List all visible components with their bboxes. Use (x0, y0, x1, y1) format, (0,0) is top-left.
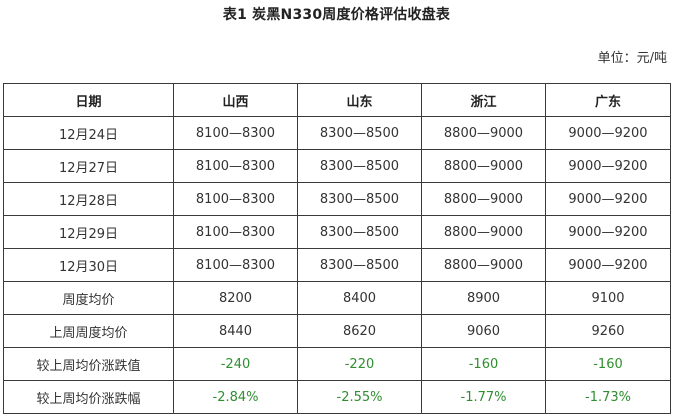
table-row: 12月30日 8100—8300 8300—8500 8800—9000 900… (3, 248, 671, 282)
price-table: 日期 山西 山东 浙江 广东 12月24日 8100—8300 8300—850… (3, 83, 671, 414)
table-cell: 8440 (173, 314, 298, 348)
row-label: 12月24日 (3, 116, 174, 150)
change-percent-cell: -2.84% (173, 380, 298, 414)
table-title: 表1 炭黑N330周度价格评估收盘表 (222, 7, 451, 23)
table-cell: 8800—9000 (421, 248, 546, 282)
table-cell: 8200 (173, 281, 298, 315)
row-label: 较上周均价涨跌值 (3, 347, 174, 381)
row-label: 12月30日 (3, 248, 174, 282)
table-cell: 8300—8500 (297, 215, 422, 249)
table-cell: 8400 (297, 281, 422, 315)
change-value-cell: -240 (173, 347, 298, 381)
table-cell: 9000—9200 (545, 215, 671, 249)
table-cell: 8800—9000 (421, 116, 546, 150)
header-date: 日期 (3, 83, 174, 117)
row-label: 12月28日 (3, 182, 174, 216)
unit-label: 单位：元/吨 (597, 51, 667, 66)
table-cell: 8800—9000 (421, 182, 546, 216)
table-cell: 8100—8300 (173, 215, 298, 249)
table-cell: 8300—8500 (297, 182, 422, 216)
table-cell: 9260 (545, 314, 671, 348)
table-row: 12月27日 8100—8300 8300—8500 8800—9000 900… (3, 149, 671, 183)
table-cell: 9000—9200 (545, 116, 671, 150)
table-cell: 9000—9200 (545, 248, 671, 282)
table-cell: 9100 (545, 281, 671, 315)
table-cell: 8300—8500 (297, 116, 422, 150)
table-cell: 8300—8500 (297, 248, 422, 282)
table-cell: 8800—9000 (421, 149, 546, 183)
header-shanxi: 山西 (173, 83, 298, 117)
change-percent-cell: -2.55% (297, 380, 422, 414)
table-cell: 8100—8300 (173, 248, 298, 282)
header-shandong: 山东 (297, 83, 422, 117)
row-label: 较上周均价涨跌幅 (3, 380, 174, 414)
row-label: 12月27日 (3, 149, 174, 183)
change-value-cell: -160 (545, 347, 671, 381)
table-cell: 8300—8500 (297, 149, 422, 183)
table-cell: 8100—8300 (173, 116, 298, 150)
header-zhejiang: 浙江 (421, 83, 546, 117)
row-label: 周度均价 (3, 281, 174, 315)
table-row-weekly-average: 周度均价 8200 8400 8900 9100 (3, 281, 671, 315)
table-row-change-value: 较上周均价涨跌值 -240 -220 -160 -160 (3, 347, 671, 381)
table-row-last-week-average: 上周周度均价 8440 8620 9060 9260 (3, 314, 671, 348)
table-cell: 9000—9200 (545, 149, 671, 183)
header-guangdong: 广东 (545, 83, 671, 117)
table-cell: 9060 (421, 314, 546, 348)
table-row: 12月28日 8100—8300 8300—8500 8800—9000 900… (3, 182, 671, 216)
header-row: 日期 山西 山东 浙江 广东 (3, 83, 671, 117)
table-cell: 8620 (297, 314, 422, 348)
table-row: 12月24日 8100—8300 8300—8500 8800—9000 900… (3, 116, 671, 150)
table-cell: 8800—9000 (421, 215, 546, 249)
table-cell: 9000—9200 (545, 182, 671, 216)
table-cell: 8900 (421, 281, 546, 315)
table-cell: 8100—8300 (173, 182, 298, 216)
row-label: 12月29日 (3, 215, 174, 249)
change-value-cell: -220 (297, 347, 422, 381)
change-percent-cell: -1.77% (421, 380, 546, 414)
table-cell: 8100—8300 (173, 149, 298, 183)
table-row-change-percent: 较上周均价涨跌幅 -2.84% -2.55% -1.77% -1.73% (3, 380, 671, 414)
change-value-cell: -160 (421, 347, 546, 381)
table-row: 12月29日 8100—8300 8300—8500 8800—9000 900… (3, 215, 671, 249)
change-percent-cell: -1.73% (545, 380, 671, 414)
row-label: 上周周度均价 (3, 314, 174, 348)
